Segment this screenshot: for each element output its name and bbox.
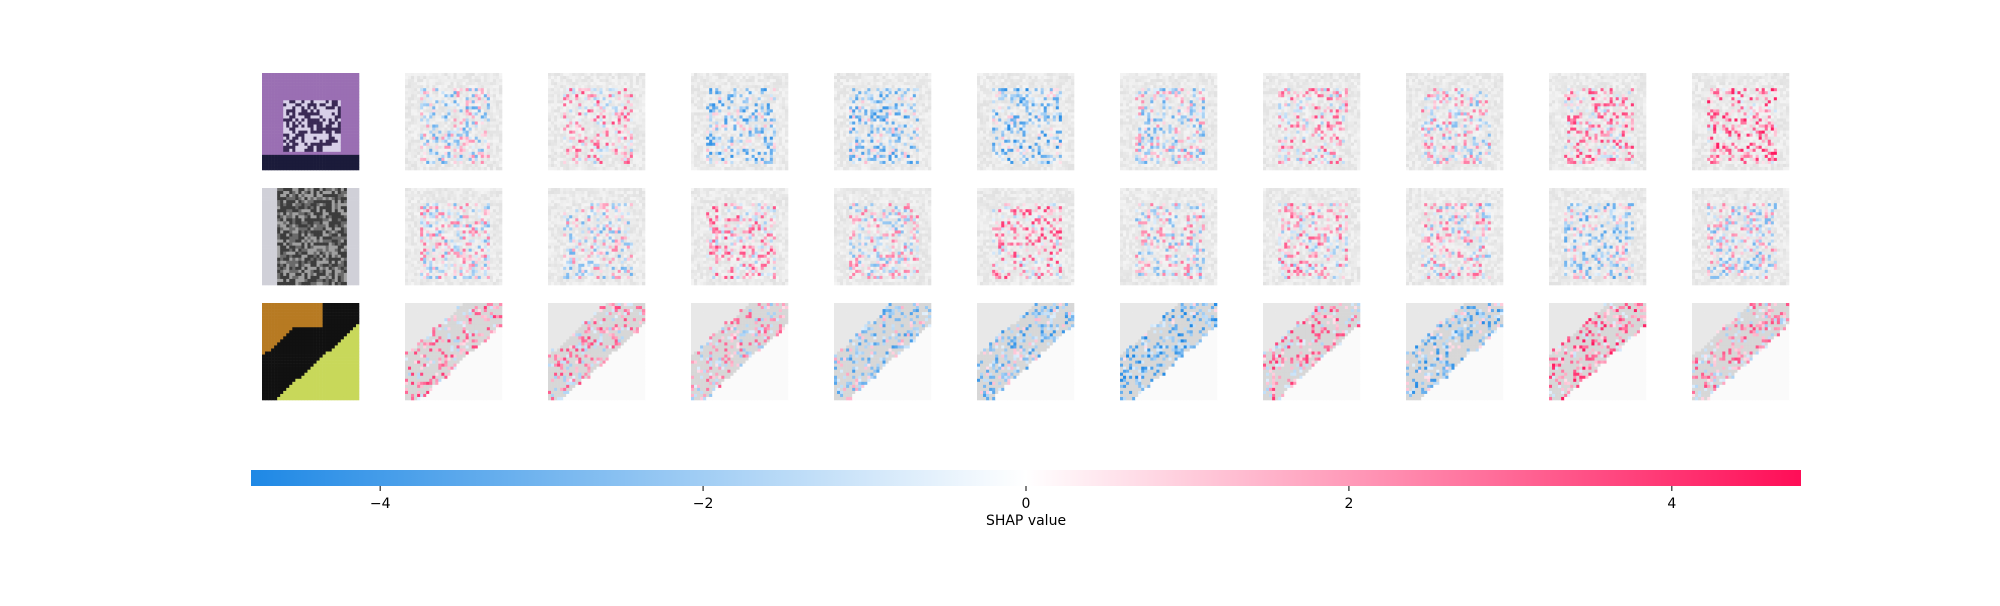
shap-heatmap-r2-c8 <box>1406 188 1504 286</box>
shap-heatmap-r1-c3 <box>691 73 789 171</box>
shap-heatmap-r3-c2 <box>548 303 646 401</box>
shap-heatmap-r1-c8 <box>1406 73 1504 171</box>
shap-heatmap-r2-c4 <box>834 188 932 286</box>
shap-heatmap-r2-c10 <box>1692 188 1790 286</box>
input-image-row-2 <box>262 188 360 286</box>
shap-heatmap-r1-c5 <box>977 73 1075 171</box>
shap-heatmap-r2-c9 <box>1549 188 1647 286</box>
shap-heatmap-r1-c9 <box>1549 73 1647 171</box>
colorbar-tick-label: 0 <box>1022 496 1031 512</box>
input-image-row-1 <box>262 73 360 171</box>
shap-heatmap-r2-c2 <box>548 188 646 286</box>
shap-heatmap-r3-c9 <box>1549 303 1647 401</box>
colorbar-tick-label: 4 <box>1667 496 1676 512</box>
shap-heatmap-r1-c7 <box>1263 73 1361 171</box>
shap-heatmap-r3-c6 <box>1120 303 1218 401</box>
shap-heatmap-r2-c6 <box>1120 188 1218 286</box>
shap-heatmap-r1-c4 <box>834 73 932 171</box>
shap-heatmap-r2-c3 <box>691 188 789 286</box>
shap-heatmap-r1-c1 <box>405 73 503 171</box>
colorbar: −4 −2 0 2 4 SHAP value <box>251 470 1801 529</box>
shap-heatmap-r3-c5 <box>977 303 1075 401</box>
colorbar-tick-label: 2 <box>1344 496 1353 512</box>
colorbar-tick-label: −4 <box>370 496 391 512</box>
colorbar-label: SHAP value <box>986 513 1066 529</box>
shap-heatmap-r3-c8 <box>1406 303 1504 401</box>
shap-heatmap-r1-c2 <box>548 73 646 171</box>
shap-heatmap-r3-c10 <box>1692 303 1790 401</box>
shap-heatmap-r2-c7 <box>1263 188 1361 286</box>
shap-heatmap-r3-c1 <box>405 303 503 401</box>
input-image-row-3 <box>262 303 360 401</box>
colorbar-tick-label: −2 <box>693 496 714 512</box>
shap-heatmap-r1-c10 <box>1692 73 1790 171</box>
shap-heatmap-r3-c3 <box>691 303 789 401</box>
shap-heatmap-r1-c6 <box>1120 73 1218 171</box>
shap-heatmap-r3-c7 <box>1263 303 1361 401</box>
shap-heatmap-r3-c4 <box>834 303 932 401</box>
colorbar-ticks: −4 −2 0 2 4 <box>370 486 1676 512</box>
colorbar-gradient <box>251 470 1801 486</box>
image-grid <box>262 73 1790 401</box>
shap-heatmap-r2-c5 <box>977 188 1075 286</box>
shap-heatmap-r2-c1 <box>405 188 503 286</box>
